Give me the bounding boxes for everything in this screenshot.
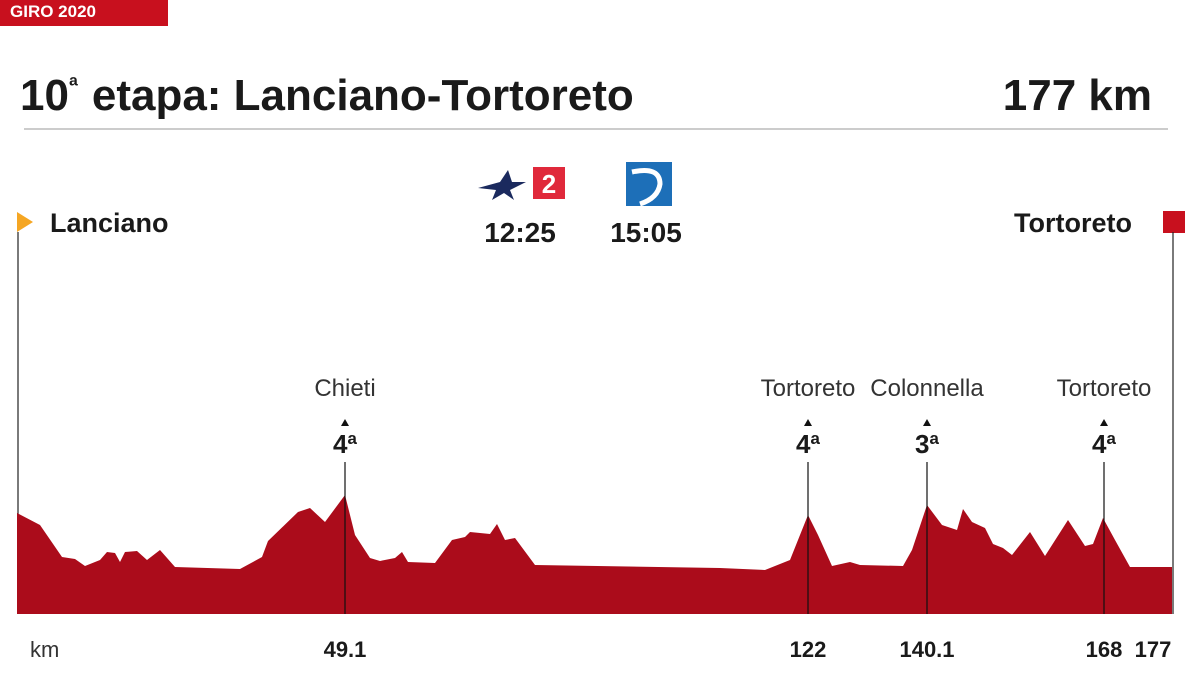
climb-km: 49.1 (324, 637, 367, 662)
climb-km: 122 (790, 637, 827, 662)
climb-name: Tortoreto (1057, 375, 1152, 402)
distance: 177 km (1003, 71, 1152, 120)
start-flag (17, 212, 33, 232)
climb-marker (1100, 419, 1108, 426)
axis-end: 177 (1135, 637, 1172, 662)
climb-category: 4ª (796, 429, 820, 459)
climb-category: 3ª (915, 429, 939, 459)
title-number: 10 (20, 71, 69, 120)
climb-marker (923, 419, 931, 426)
elevation-profile (17, 495, 1172, 614)
channel: 2 (542, 169, 556, 199)
title-rest: etapa: Lanciano-Tortoreto (92, 71, 634, 120)
tag-bg (0, 0, 168, 26)
tag: GIRO 2020 (10, 2, 96, 21)
start: Lanciano (50, 208, 169, 238)
finish-flag (1163, 211, 1185, 233)
broadcast-time: 12:25 (484, 217, 556, 248)
broadcast-time: 15:05 (610, 217, 682, 248)
climb-name: Chieti (314, 375, 375, 402)
climb-marker (804, 419, 812, 426)
title: 10ª etapa: Lanciano-Tortoreto (20, 71, 634, 120)
axis-unit: km (30, 637, 59, 662)
climb-marker (341, 419, 349, 426)
climb-category: 4ª (333, 429, 357, 459)
title-suffix: ª (69, 73, 78, 100)
tv-logo-2 (626, 162, 672, 207)
tv-logo (478, 167, 565, 200)
climb-km: 168 (1086, 637, 1123, 662)
climb-name: Tortoreto (761, 375, 856, 402)
finish: Tortoreto (1014, 208, 1132, 238)
climb-category: 4ª (1092, 429, 1116, 459)
climb-name: Colonnella (870, 375, 984, 402)
climb-km: 140.1 (899, 637, 954, 662)
